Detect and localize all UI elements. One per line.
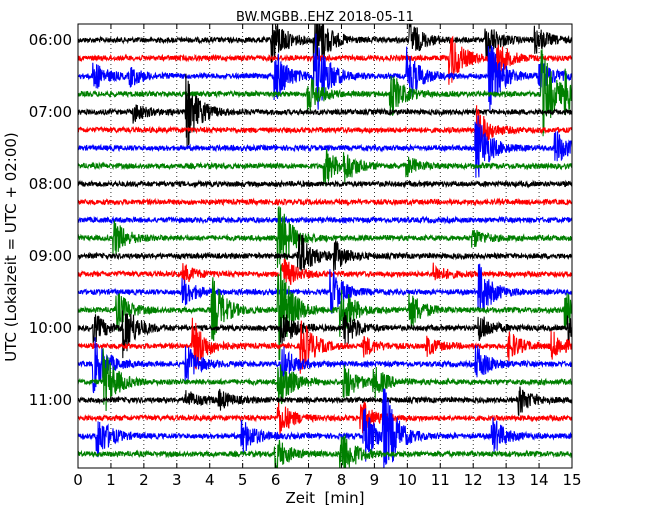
- trace-0845: [78, 206, 572, 268]
- x-tick-label: 1: [106, 471, 116, 489]
- trace-0715: [78, 105, 572, 155]
- chart-title: BW.MGBB..EHZ 2018-05-11: [236, 10, 414, 25]
- trace-0915: [78, 258, 572, 285]
- trace-1030: [78, 337, 572, 394]
- trace-0645: [78, 49, 572, 137]
- x-tick-label: 5: [238, 471, 248, 489]
- x-tick-label: 13: [497, 471, 516, 489]
- trace-0745: [78, 148, 572, 186]
- x-tick-label: 6: [271, 471, 281, 489]
- trace-0930: [78, 263, 572, 314]
- x-tick-label: 15: [562, 471, 581, 489]
- trace-1045: [78, 348, 572, 412]
- x-tick-label: 14: [530, 471, 549, 489]
- y-axis: 06:00 07:00 08:00 09:00 10:00 11:00: [29, 31, 572, 409]
- x-tick-label: 9: [370, 471, 380, 489]
- trace-0600: [78, 24, 572, 78]
- trace-1015: [78, 317, 572, 374]
- trace-0730: [78, 115, 572, 178]
- x-axis-label: Zeit [min]: [285, 489, 364, 507]
- trace-1115: [78, 401, 572, 436]
- trace-0800: [78, 179, 572, 189]
- trace-0830: [78, 215, 572, 225]
- x-tick-label: 10: [398, 471, 417, 489]
- trace-1100: [78, 386, 572, 416]
- y-tick-label: 06:00: [29, 31, 72, 49]
- trace-group: [78, 24, 572, 468]
- x-tick-label: 4: [205, 471, 215, 489]
- x-tick-label: 11: [431, 471, 450, 489]
- x-tick-label: 0: [73, 471, 83, 489]
- trace-1000: [78, 310, 572, 359]
- trace-0630: [78, 33, 572, 111]
- y-tick-label: 10:00: [29, 319, 72, 337]
- y-tick-label: 08:00: [29, 175, 72, 193]
- plot-frame: [77, 23, 573, 469]
- trace-0700: [78, 73, 572, 147]
- trace-0945: [78, 264, 572, 361]
- trace-1145: [78, 434, 572, 468]
- x-tick-label: 3: [172, 471, 182, 489]
- trace-0900: [78, 233, 572, 272]
- x-tick-label: 7: [304, 471, 314, 489]
- y-axis-label: UTC (Lokalzeit = UTC + 02:00): [2, 132, 20, 362]
- y-tick-label: 07:00: [29, 103, 72, 121]
- y-tick-label: 11:00: [29, 391, 72, 409]
- trace-1130: [78, 388, 572, 468]
- x-tick-label: 12: [464, 471, 483, 489]
- x-tick-label: 8: [337, 471, 347, 489]
- y-tick-label: 09:00: [29, 247, 72, 265]
- trace-0815: [78, 197, 572, 207]
- x-axis: 0 1 2 3 4 5 6 7 8 9 10 11 12 13 14 15: [73, 24, 582, 489]
- x-tick-label: 2: [139, 471, 149, 489]
